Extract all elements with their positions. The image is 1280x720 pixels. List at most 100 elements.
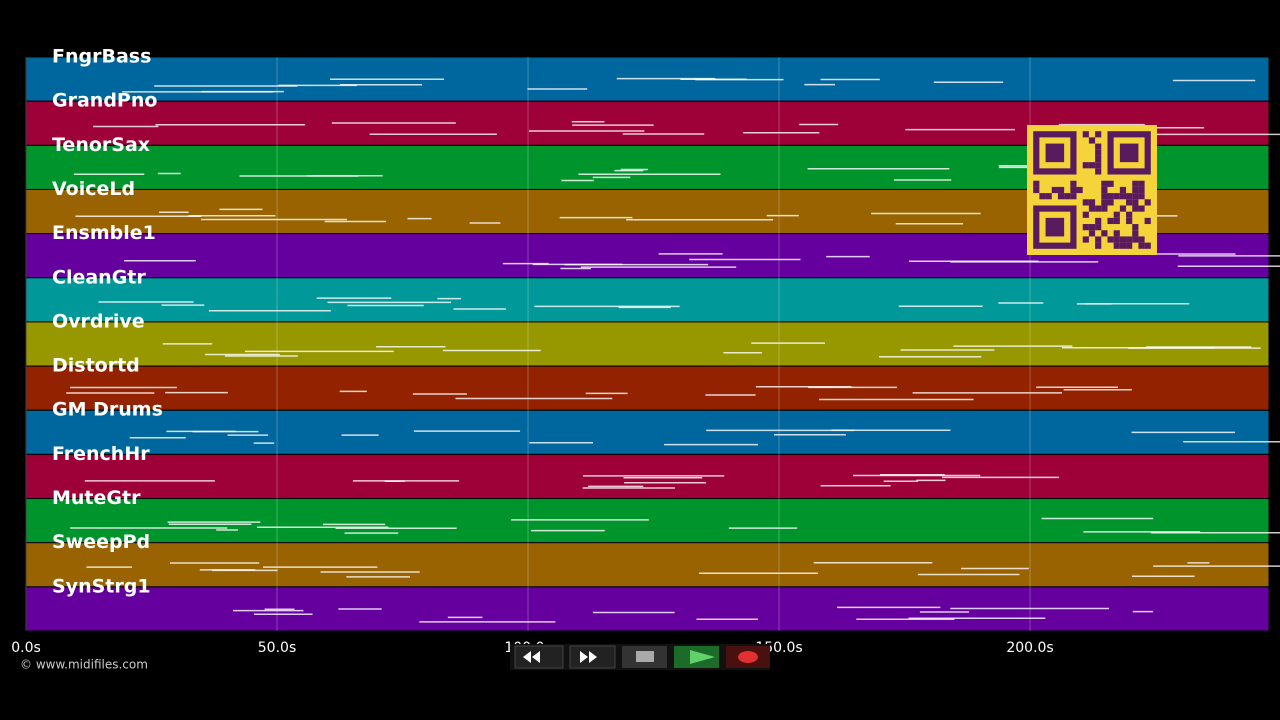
- qr-module: [1095, 131, 1102, 138]
- qr-module: [1101, 193, 1108, 200]
- track-lane: [25, 365, 1270, 411]
- qr-module: [1045, 193, 1052, 200]
- track-name: CleanGtr: [52, 266, 146, 288]
- qr-module: [1107, 199, 1114, 206]
- icon: [636, 651, 654, 662]
- qr-module: [1088, 224, 1096, 231]
- qr-module: [1082, 199, 1089, 206]
- qr-module: [1082, 131, 1089, 138]
- qr-module: [1113, 242, 1120, 249]
- qr-module: [1095, 162, 1102, 169]
- qr-module: [1095, 149, 1102, 156]
- qr-module: [1132, 236, 1139, 243]
- play-button[interactable]: [674, 646, 719, 668]
- icon: [523, 651, 540, 663]
- qr-finder: [1045, 217, 1065, 237]
- qr-module: [1082, 224, 1089, 231]
- track-name: VoiceLd: [52, 178, 135, 200]
- qr-module: [1138, 242, 1145, 249]
- copyright: © www.midifiles.com: [20, 658, 148, 672]
- qr-module: [1138, 193, 1145, 200]
- track-name: SynStrg1: [52, 575, 151, 597]
- qr-module: [1088, 199, 1096, 206]
- icon: [738, 651, 758, 663]
- qr-module: [1095, 242, 1102, 249]
- track-name: GrandPno: [52, 90, 157, 112]
- qr-module: [1107, 193, 1114, 200]
- qr-module: [1132, 186, 1139, 194]
- qr-module: [1057, 193, 1065, 200]
- qr-module: [1138, 205, 1145, 212]
- qr-module: [1101, 199, 1108, 206]
- track-lane: [25, 498, 1270, 544]
- qr-module: [1107, 180, 1114, 187]
- track-lane: [25, 542, 1270, 588]
- qr-module: [1119, 186, 1127, 194]
- track-name: Ovrdrive: [52, 310, 145, 332]
- qr-module: [1144, 217, 1151, 225]
- record-button[interactable]: [726, 646, 770, 668]
- track-lane: [25, 277, 1270, 323]
- qr-module: [1039, 193, 1046, 200]
- qr-finder: [1045, 143, 1065, 163]
- qr-module: [1082, 162, 1089, 169]
- qr-module: [1138, 236, 1145, 243]
- qr-module: [1119, 236, 1127, 243]
- forward-button[interactable]: [569, 645, 616, 669]
- qr-module: [1138, 180, 1145, 187]
- qr-module: [1082, 211, 1089, 218]
- qr-finder: [1119, 143, 1139, 163]
- qr-module: [1076, 186, 1083, 194]
- qr-module: [1132, 199, 1139, 206]
- track-name: Ensmble1: [52, 222, 156, 244]
- qr-module: [1138, 186, 1145, 194]
- qr-module: [1132, 180, 1139, 187]
- qr-module: [1113, 236, 1120, 243]
- track-name: FngrBass: [52, 46, 151, 68]
- qr-module: [1126, 199, 1133, 206]
- qr-module: [1119, 242, 1127, 249]
- qr-module: [1101, 205, 1108, 212]
- qr-module: [1113, 230, 1120, 237]
- tick-label: 200.0s: [1006, 640, 1053, 656]
- qr-module: [1132, 230, 1139, 237]
- track-name: MuteGtr: [52, 487, 141, 509]
- qr-module: [1033, 186, 1040, 194]
- qr-code: [1027, 125, 1157, 255]
- qr-module: [1132, 224, 1139, 231]
- track-name: SweepPd: [52, 531, 150, 553]
- track-name: GM Drums: [52, 399, 163, 421]
- qr-module: [1132, 193, 1139, 200]
- rewind-button[interactable]: [514, 645, 564, 669]
- track-name: Distortd: [52, 355, 140, 377]
- qr-module: [1101, 230, 1108, 237]
- qr-module: [1095, 236, 1102, 243]
- tick-label: 0.0s: [11, 640, 41, 656]
- qr-module: [1107, 217, 1114, 225]
- qr-module: [1107, 236, 1114, 243]
- grid: [25, 57, 1031, 631]
- qr-module: [1082, 236, 1089, 243]
- labels: FngrBass GrandPno TenorSax VoiceLd Ensmble1 C…: [52, 46, 163, 598]
- qr-module: [1119, 193, 1127, 200]
- icon: [580, 651, 597, 663]
- transport-controls: [510, 644, 770, 670]
- qr-module: [1101, 180, 1108, 187]
- qr-module: [1095, 224, 1102, 231]
- qr-module: [1113, 211, 1120, 218]
- qr-module: [1119, 205, 1127, 212]
- qr-module: [1113, 217, 1120, 225]
- qr-module: [1113, 193, 1120, 200]
- tick-label: 50.0s: [258, 640, 296, 656]
- qr-module: [1126, 242, 1133, 249]
- qr-module: [1101, 186, 1108, 194]
- qr-module: [1144, 242, 1151, 249]
- qr-module: [1070, 180, 1077, 187]
- track-lane: [25, 321, 1270, 367]
- qr-module: [1126, 193, 1133, 200]
- qr-module: [1095, 217, 1102, 225]
- stop-button[interactable]: [622, 646, 667, 668]
- qr-module: [1095, 205, 1102, 212]
- qr-module: [1088, 162, 1096, 169]
